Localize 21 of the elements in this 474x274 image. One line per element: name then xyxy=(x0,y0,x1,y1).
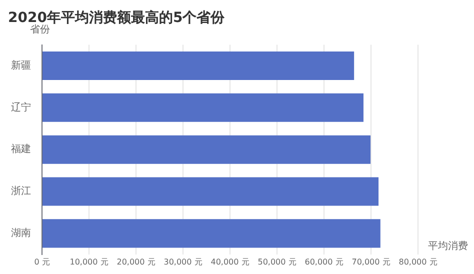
x-tick-label: 70,000 元 xyxy=(352,257,390,266)
x-tick-label: 40,000 元 xyxy=(210,257,250,266)
x-tick-label: 60,000 元 xyxy=(304,257,344,266)
bar xyxy=(42,177,379,206)
bar xyxy=(42,52,354,80)
y-axis-title: 省份 xyxy=(30,23,50,36)
x-tick-label: 0 元 xyxy=(34,257,50,266)
bar xyxy=(42,219,380,248)
x-tick-label: 20,000 元 xyxy=(116,257,156,266)
y-tick-label: 湖南 xyxy=(11,227,31,240)
x-tick-label: 10,000 元 xyxy=(70,257,108,266)
y-tick-label: 辽宁 xyxy=(11,101,31,114)
x-tick-label: 80,000 元 xyxy=(398,257,438,266)
bar xyxy=(42,93,364,122)
y-tick-label: 福建 xyxy=(11,143,31,156)
x-tick-label: 50,000 元 xyxy=(258,257,296,266)
x-tick-label: 30,000 元 xyxy=(164,257,202,266)
bar xyxy=(42,135,371,164)
x-axis-title: 平均消费 xyxy=(428,240,468,252)
y-tick-label: 浙江 xyxy=(11,185,31,198)
y-tick-label: 新疆 xyxy=(11,59,31,72)
